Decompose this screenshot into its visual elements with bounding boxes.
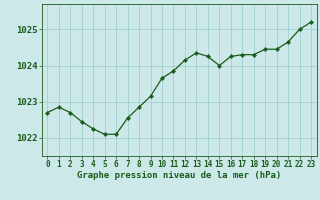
- X-axis label: Graphe pression niveau de la mer (hPa): Graphe pression niveau de la mer (hPa): [77, 171, 281, 180]
